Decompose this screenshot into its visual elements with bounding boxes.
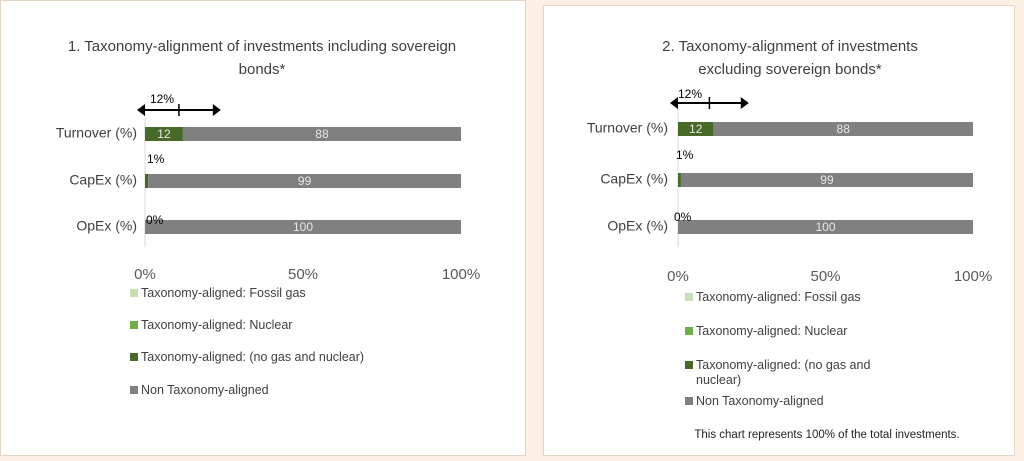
legend-item: Taxonomy-aligned: Nuclear [685, 324, 895, 339]
legend-swatch [130, 386, 138, 394]
legend-item: Taxonomy-aligned: Fossil gas [685, 290, 895, 305]
legend-swatch [130, 289, 138, 297]
annotation: 12% [678, 87, 702, 101]
legend-swatch [685, 397, 693, 405]
x-tick-label: 0% [134, 266, 156, 283]
data-label: 99 [298, 174, 312, 188]
legend-label: Taxonomy-aligned: Fossil gas [696, 290, 861, 304]
x-tick-label: 50% [288, 266, 318, 283]
legend-label: Non Taxonomy-aligned [141, 383, 269, 397]
legend-label: Taxonomy-aligned: (no gas and nuclear) [141, 350, 365, 364]
category-label: Turnover (%) [56, 125, 137, 141]
bar-segment [678, 220, 973, 234]
bar-segment [680, 173, 973, 187]
bar-segment [148, 174, 461, 188]
legend-swatch [685, 327, 693, 335]
data-label: 12 [157, 127, 171, 141]
x-tick-label: 100% [442, 266, 480, 283]
category-label: OpEx (%) [607, 218, 668, 234]
annotation: 0% [674, 210, 692, 224]
legend-item: Taxonomy-aligned: Nuclear [130, 318, 430, 333]
data-label: 100 [815, 220, 835, 234]
bar-segment [145, 127, 183, 141]
legend-swatch [130, 353, 138, 361]
legend-label: Taxonomy-aligned: Fossil gas [141, 286, 306, 300]
chart-title: 1. Taxonomy-alignment of investments inc… [67, 38, 457, 78]
annotation: 0% [146, 213, 164, 227]
category-label: OpEx (%) [76, 218, 137, 234]
bar-segment [713, 122, 973, 136]
legend-label: Taxonomy-aligned: Nuclear [696, 324, 848, 338]
legend-swatch [685, 361, 693, 369]
annotation: 1% [676, 148, 694, 162]
bar-segment [182, 127, 462, 141]
category-label: CapEx (%) [69, 172, 137, 188]
legend-item: Taxonomy-aligned: Fossil gas [130, 286, 430, 301]
bar-segment [145, 174, 149, 188]
category-label: Turnover (%) [587, 120, 668, 136]
legend-item: Non Taxonomy-aligned [685, 394, 895, 409]
bar-segment [678, 173, 681, 187]
bar-segment [145, 220, 461, 234]
legend-swatch [685, 293, 693, 301]
bar-segment [678, 122, 714, 136]
data-label: 100 [293, 220, 313, 234]
data-label: 88 [315, 127, 329, 141]
x-tick-label: 100% [954, 268, 992, 285]
legend-item: Taxonomy-aligned: (no gas and nuclear) [685, 358, 895, 388]
legend-label: Taxonomy-aligned: (no gas and nuclear) [696, 358, 871, 387]
arrow-head [670, 97, 749, 109]
legend-label: Non Taxonomy-aligned [696, 394, 824, 408]
legend-item: Non Taxonomy-aligned [130, 383, 430, 398]
annotation: 1% [147, 152, 165, 166]
footnote: This chart represents 100% of the total … [694, 429, 960, 441]
data-label: 12 [689, 122, 703, 136]
legend-swatch [130, 321, 138, 329]
legend-label: Taxonomy-aligned: Nuclear [141, 318, 293, 332]
legend-item: Taxonomy-aligned: (no gas and nuclear) [130, 350, 430, 365]
annotation: 12% [150, 92, 174, 106]
data-label: 88 [837, 122, 851, 136]
x-tick-label: 0% [667, 268, 689, 285]
data-label: 99 [820, 173, 834, 187]
x-tick-label: 50% [810, 268, 840, 285]
category-label: CapEx (%) [600, 171, 668, 187]
chart-title: 2. Taxonomy-alignment of investments exc… [662, 38, 918, 78]
